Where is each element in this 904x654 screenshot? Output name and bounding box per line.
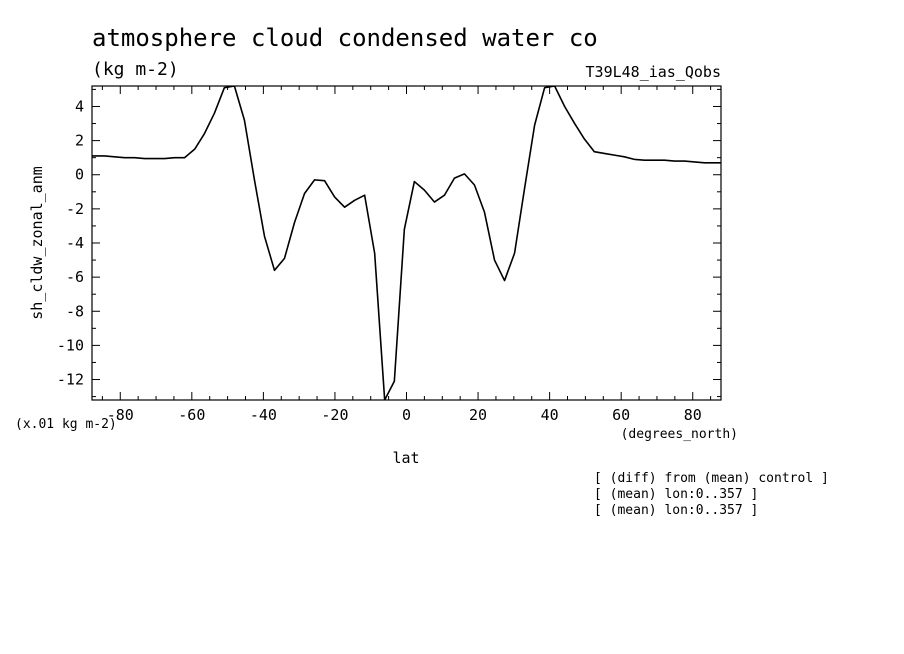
y-axis-label: sh_cldw_zonal_anm [28, 166, 46, 320]
x-axis: -80 -60 -40 -20 0 20 40 60 80 [101, 86, 712, 424]
y-tick-label: -6 [66, 268, 84, 286]
chart-units: (kg m-2) [92, 59, 179, 80]
note-mean-lon-1: [ (mean) lon:0..357 ] [594, 487, 758, 502]
x-axis-units: (degrees_north) [621, 427, 738, 442]
plot-frame [91, 85, 722, 401]
x-tick-label: -40 [250, 406, 277, 424]
x-tick-label: -60 [178, 406, 205, 424]
x-tick-label: 40 [541, 406, 559, 424]
note-mean-lon-2: [ (mean) lon:0..357 ] [594, 503, 758, 518]
chart-title: atmosphere cloud condensed water co [92, 24, 598, 52]
y-axis: 4 2 0 -2 -4 -6 -8 -10 -12 [57, 88, 721, 398]
y-tick-label: -12 [57, 371, 84, 389]
x-tick-label: 80 [684, 406, 702, 424]
y-tick-label: 2 [75, 132, 84, 150]
y-tick-label: -10 [57, 336, 84, 354]
y-tick-label: -2 [66, 200, 84, 218]
x-tick-label: -80 [107, 406, 134, 424]
x-axis-label: lat [392, 449, 419, 467]
note-diff: [ (diff) from (mean) control ] [594, 471, 829, 486]
x-tick-label: 0 [402, 406, 411, 424]
x-tick-label: 60 [612, 406, 630, 424]
x-tick-label: 20 [469, 406, 487, 424]
run-label: T39L48_ias_Qobs [586, 63, 721, 81]
y-tick-label: -4 [66, 234, 84, 252]
series-line [92, 86, 721, 400]
y-tick-label: 4 [75, 97, 84, 115]
y-tick-label: -8 [66, 302, 84, 320]
x-tick-label: -20 [321, 406, 348, 424]
y-tick-label: 0 [75, 166, 84, 184]
y-scale-note: (x.01 kg m-2) [15, 417, 117, 432]
